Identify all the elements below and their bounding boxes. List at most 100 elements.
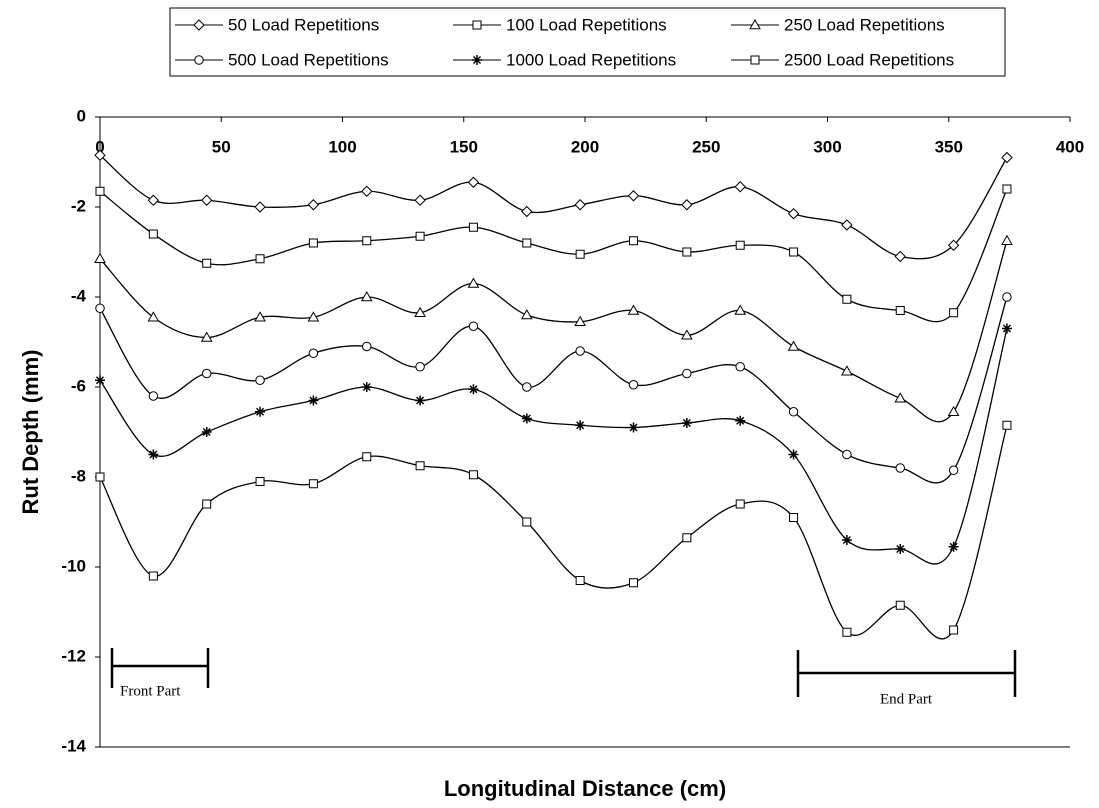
marker — [947, 239, 960, 251]
marker — [681, 418, 692, 428]
series-line — [99, 296, 1008, 484]
series-line — [99, 154, 1008, 260]
marker — [95, 186, 105, 196]
marker — [734, 304, 747, 315]
y-tick-label: -10 — [61, 556, 86, 575]
marker — [94, 252, 106, 263]
marker — [255, 254, 265, 264]
annotation: End Part — [880, 691, 933, 707]
marker — [201, 368, 212, 379]
marker — [575, 249, 585, 259]
x-tick-label: 350 — [935, 137, 963, 156]
marker — [522, 517, 532, 527]
marker — [360, 290, 373, 302]
marker — [202, 258, 212, 268]
marker — [948, 465, 959, 475]
marker — [787, 340, 800, 351]
marker — [148, 449, 159, 460]
marker — [735, 240, 745, 250]
marker — [574, 315, 587, 326]
marker — [468, 321, 479, 331]
marker — [254, 201, 266, 213]
marker — [575, 346, 585, 356]
legend-marker — [750, 55, 760, 65]
marker — [841, 219, 853, 231]
marker — [522, 382, 532, 392]
y-tick-label: -12 — [61, 646, 86, 665]
marker — [201, 427, 212, 437]
marker — [735, 362, 745, 372]
legend-marker — [749, 18, 761, 30]
marker — [468, 384, 479, 395]
marker — [629, 236, 638, 246]
marker — [94, 149, 106, 161]
marker — [681, 199, 693, 211]
marker — [362, 452, 372, 462]
marker — [627, 190, 640, 202]
marker — [147, 311, 160, 322]
marker — [788, 449, 799, 460]
marker — [361, 185, 373, 197]
marker — [255, 406, 266, 417]
marker — [787, 208, 800, 220]
x-axis-title: Longitudinal Distance (cm) — [444, 776, 726, 801]
legend-label: 100 Load Repetitions — [506, 15, 667, 34]
marker — [361, 382, 372, 392]
marker — [735, 499, 745, 509]
marker — [627, 304, 640, 315]
marker — [415, 461, 425, 471]
marker — [415, 362, 425, 372]
marker — [95, 472, 105, 482]
series-line — [99, 328, 1008, 565]
legend-label: 500 Load Repetitions — [228, 50, 389, 69]
x-tick-label: 400 — [1056, 137, 1084, 156]
marker — [842, 449, 852, 460]
marker — [520, 308, 533, 320]
marker — [415, 395, 426, 406]
marker — [522, 238, 532, 248]
marker — [95, 375, 105, 386]
marker — [255, 375, 265, 385]
marker — [468, 222, 478, 232]
marker — [629, 578, 638, 588]
y-tick-label: 0 — [77, 106, 86, 125]
y-tick-label: -6 — [71, 376, 86, 395]
marker — [841, 365, 853, 376]
marker — [468, 470, 478, 480]
x-tick-label: 150 — [450, 137, 478, 156]
series-line — [99, 240, 1008, 423]
series-line — [99, 425, 1008, 640]
marker — [1002, 420, 1012, 430]
y-tick-label: -4 — [71, 286, 87, 305]
marker — [895, 463, 905, 473]
legend-label: 50 Load Repetitions — [228, 15, 379, 34]
marker — [308, 348, 319, 358]
marker — [734, 181, 746, 193]
marker — [1002, 184, 1012, 194]
marker — [308, 479, 318, 489]
marker — [148, 571, 158, 581]
marker — [682, 533, 692, 543]
marker — [841, 535, 852, 545]
marker — [254, 311, 266, 322]
y-axis-title: Rut Depth (mm) — [18, 350, 43, 515]
legend-marker — [194, 55, 204, 65]
legend-box — [169, 7, 1006, 77]
marker — [1001, 234, 1013, 245]
marker — [895, 544, 906, 554]
legend-marker — [193, 19, 205, 31]
marker — [682, 368, 692, 379]
marker — [895, 306, 905, 315]
marker — [895, 600, 905, 610]
marker — [255, 477, 265, 486]
marker — [682, 247, 692, 257]
marker — [575, 420, 586, 431]
marker — [414, 306, 426, 317]
marker — [362, 341, 372, 352]
marker — [95, 303, 105, 313]
marker — [628, 422, 639, 433]
marker — [894, 392, 907, 403]
legend-label: 1000 Load Repetitions — [506, 50, 676, 69]
series-line — [99, 188, 1008, 323]
marker — [521, 205, 533, 218]
